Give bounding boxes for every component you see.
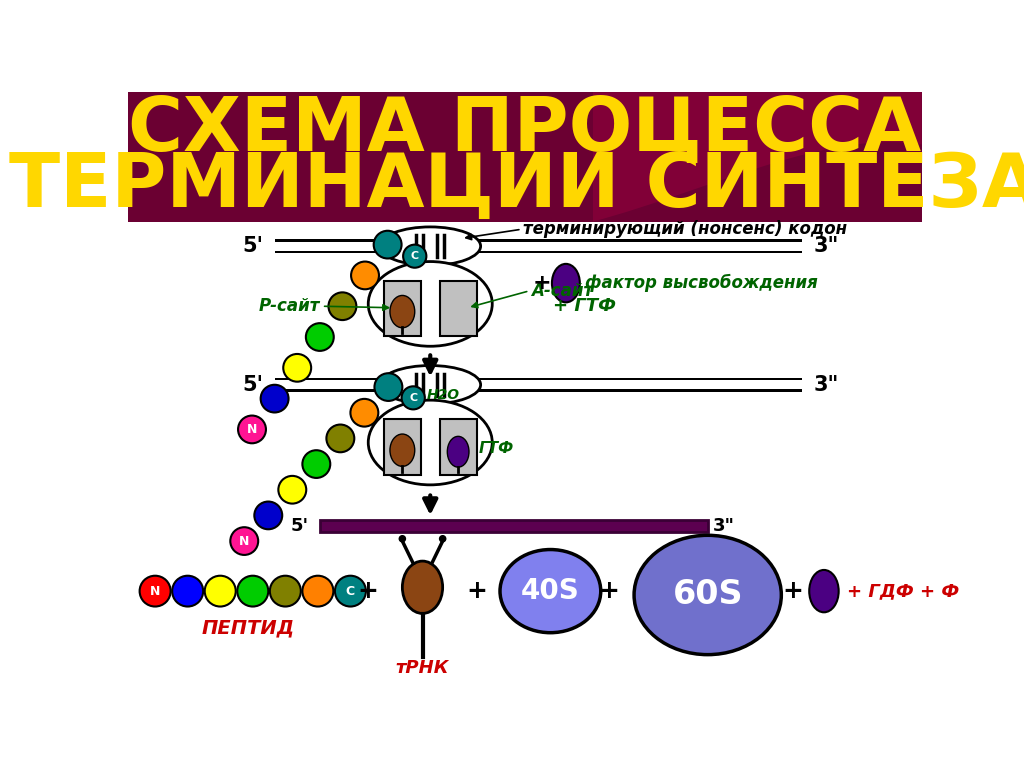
Text: C: C: [410, 393, 417, 403]
Text: А-сайт: А-сайт: [531, 282, 593, 300]
FancyBboxPatch shape: [439, 281, 477, 336]
Ellipse shape: [375, 373, 402, 401]
Ellipse shape: [390, 296, 415, 328]
Ellipse shape: [380, 227, 480, 266]
Ellipse shape: [139, 576, 171, 607]
Bar: [321, 519, 708, 531]
Ellipse shape: [205, 576, 236, 607]
Text: +: +: [782, 579, 804, 603]
Text: 3": 3": [814, 237, 840, 257]
Text: +: +: [598, 579, 618, 603]
Text: терминирующий (нонсенс) кодон: терминирующий (нонсенс) кодон: [523, 220, 848, 238]
Text: C: C: [411, 251, 419, 261]
Text: 40S: 40S: [521, 577, 580, 605]
Text: фактор высвобождения: фактор высвобождения: [586, 274, 818, 292]
Text: 5': 5': [243, 237, 263, 257]
Ellipse shape: [402, 561, 442, 614]
Ellipse shape: [401, 386, 425, 409]
FancyBboxPatch shape: [384, 281, 421, 336]
Text: +: +: [532, 273, 551, 293]
Bar: [275, 242, 802, 251]
Text: + ГДФ + Ф: + ГДФ + Ф: [847, 582, 959, 600]
Text: 3": 3": [814, 375, 840, 395]
Ellipse shape: [329, 293, 356, 320]
PathPatch shape: [593, 92, 922, 221]
Ellipse shape: [279, 476, 306, 504]
Ellipse shape: [390, 434, 415, 466]
Text: 5': 5': [291, 517, 308, 535]
Ellipse shape: [238, 576, 268, 607]
Text: 3": 3": [713, 517, 735, 535]
Text: +: +: [357, 579, 379, 603]
Ellipse shape: [238, 415, 266, 443]
Text: 5': 5': [243, 375, 263, 395]
Ellipse shape: [369, 262, 493, 346]
Text: ГТФ: ГТФ: [478, 441, 514, 456]
Bar: [275, 378, 802, 392]
Text: Р-сайт: Р-сайт: [259, 297, 321, 315]
Ellipse shape: [403, 245, 426, 268]
Text: N: N: [150, 584, 161, 598]
Text: N: N: [239, 535, 250, 548]
Ellipse shape: [284, 354, 311, 382]
Ellipse shape: [302, 450, 331, 478]
Text: ТЕРМИНАЦИИ СИНТЕЗА: ТЕРМИНАЦИИ СИНТЕЗА: [9, 151, 1024, 223]
Ellipse shape: [261, 385, 289, 412]
Text: 60S: 60S: [673, 578, 743, 611]
Text: ПЕПТИД: ПЕПТИД: [202, 618, 295, 637]
Ellipse shape: [399, 536, 406, 542]
Ellipse shape: [270, 576, 301, 607]
Ellipse shape: [350, 399, 378, 426]
Ellipse shape: [302, 576, 334, 607]
Ellipse shape: [335, 576, 366, 607]
FancyBboxPatch shape: [439, 419, 477, 475]
Text: СХЕМА ПРОЦЕССА: СХЕМА ПРОЦЕССА: [128, 94, 922, 167]
Ellipse shape: [327, 425, 354, 452]
Ellipse shape: [447, 436, 469, 467]
Ellipse shape: [552, 264, 580, 303]
Ellipse shape: [306, 323, 334, 351]
Bar: [275, 239, 802, 253]
Text: +: +: [466, 579, 487, 603]
Text: C: C: [346, 584, 355, 598]
Ellipse shape: [634, 535, 781, 654]
Ellipse shape: [380, 366, 480, 404]
Text: тРНК: тРНК: [395, 659, 450, 677]
Bar: [275, 380, 802, 389]
Ellipse shape: [439, 536, 445, 542]
Ellipse shape: [172, 576, 203, 607]
Bar: [128, 92, 922, 221]
Text: + ГТФ: + ГТФ: [553, 297, 615, 315]
Ellipse shape: [809, 570, 839, 612]
Ellipse shape: [230, 527, 258, 555]
Ellipse shape: [351, 262, 379, 290]
Ellipse shape: [374, 230, 401, 259]
Text: H2O: H2O: [426, 388, 460, 402]
Ellipse shape: [254, 502, 283, 529]
Ellipse shape: [369, 400, 493, 485]
FancyBboxPatch shape: [384, 419, 421, 475]
Text: N: N: [247, 423, 257, 436]
Ellipse shape: [500, 550, 601, 633]
